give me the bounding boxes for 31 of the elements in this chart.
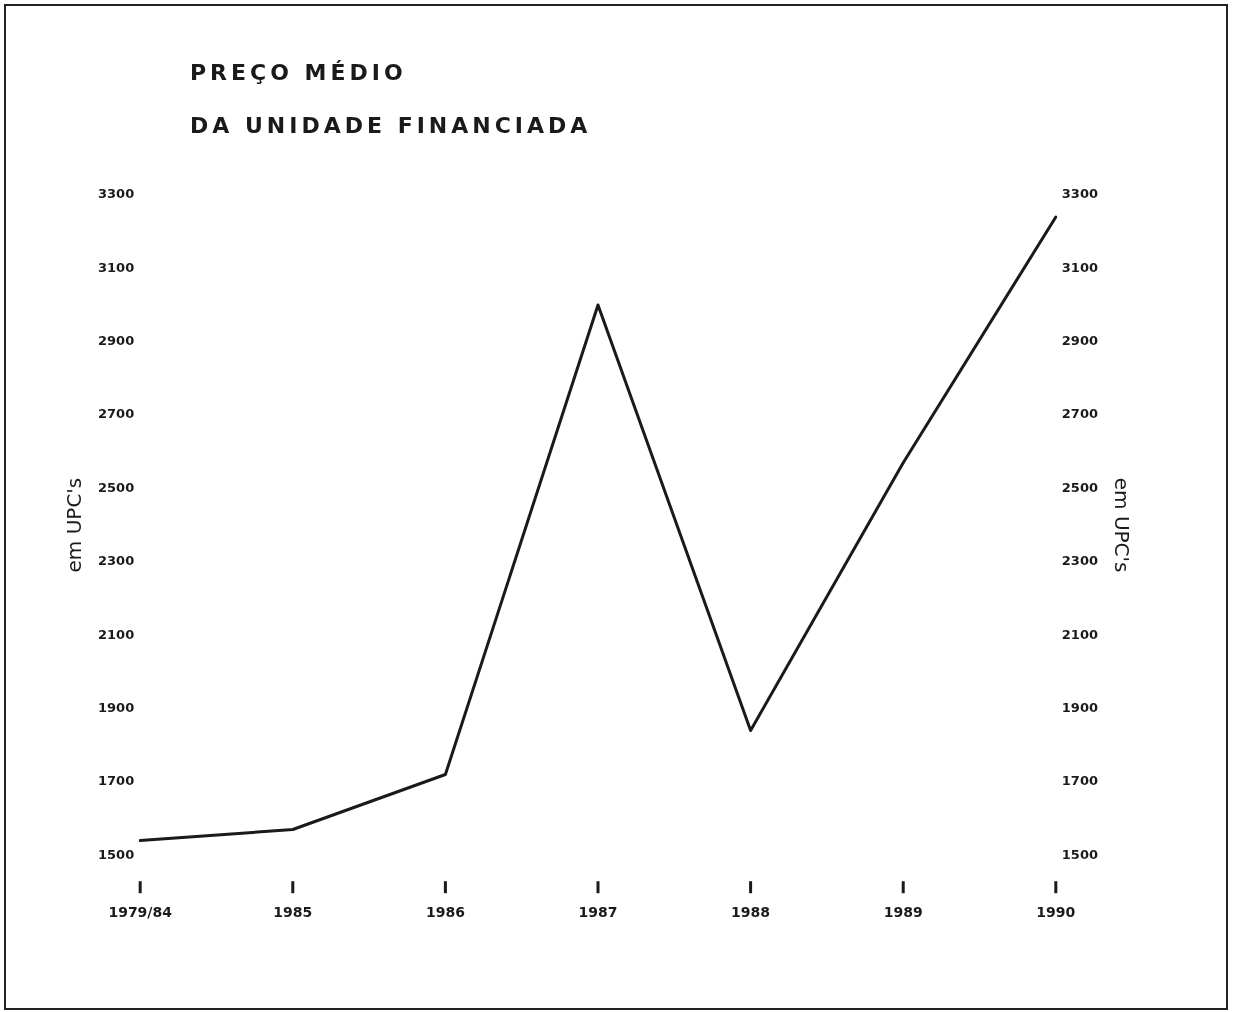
y-tick-label: 2900 — [97, 333, 135, 349]
x-tick-label: 1985 — [273, 904, 313, 921]
y-tick-label: 2500 — [97, 479, 135, 495]
y-tick-label: 2300 — [97, 553, 135, 569]
y-tick-label: 2100 — [97, 626, 135, 642]
y-tick-label: 2700 — [97, 406, 135, 422]
chart-title: PREÇO MÉDIO — [190, 60, 407, 85]
x-tick-label: 1990 — [1036, 904, 1076, 921]
y2-tick-label: 1700 — [1061, 773, 1099, 789]
y2-tick-label: 2500 — [1061, 479, 1099, 495]
y2-tick-label: 2300 — [1061, 553, 1099, 569]
y2-tick-label: 1500 — [1061, 846, 1099, 862]
chart-subtitle: DA UNIDADE FINANCIADA — [190, 113, 592, 138]
y-tick-label: 1900 — [97, 699, 135, 715]
y2-tick-label: 3300 — [1061, 186, 1099, 202]
y-tick-label: 1700 — [97, 773, 135, 789]
y2-tick-label: 2100 — [1061, 626, 1099, 642]
x-tick-label: 1986 — [425, 904, 465, 921]
y-axis-title: em UPC's — [62, 477, 87, 573]
x-tick-label: 1989 — [883, 904, 923, 921]
x-tick-label: 1979/84 — [108, 904, 173, 921]
y-tick-label: 3100 — [97, 259, 135, 275]
y2-tick-label: 1900 — [1061, 699, 1099, 715]
y-tick-label: 3300 — [97, 186, 135, 202]
y2-tick-label: 2700 — [1061, 406, 1099, 422]
x-tick-label: 1988 — [731, 904, 771, 921]
x-tick-label: 1987 — [578, 904, 618, 921]
y2-axis-title: em UPC's — [1109, 477, 1134, 573]
y2-tick-label: 3100 — [1061, 259, 1099, 275]
y-tick-label: 1500 — [97, 846, 135, 862]
y2-tick-label: 2900 — [1061, 333, 1099, 349]
